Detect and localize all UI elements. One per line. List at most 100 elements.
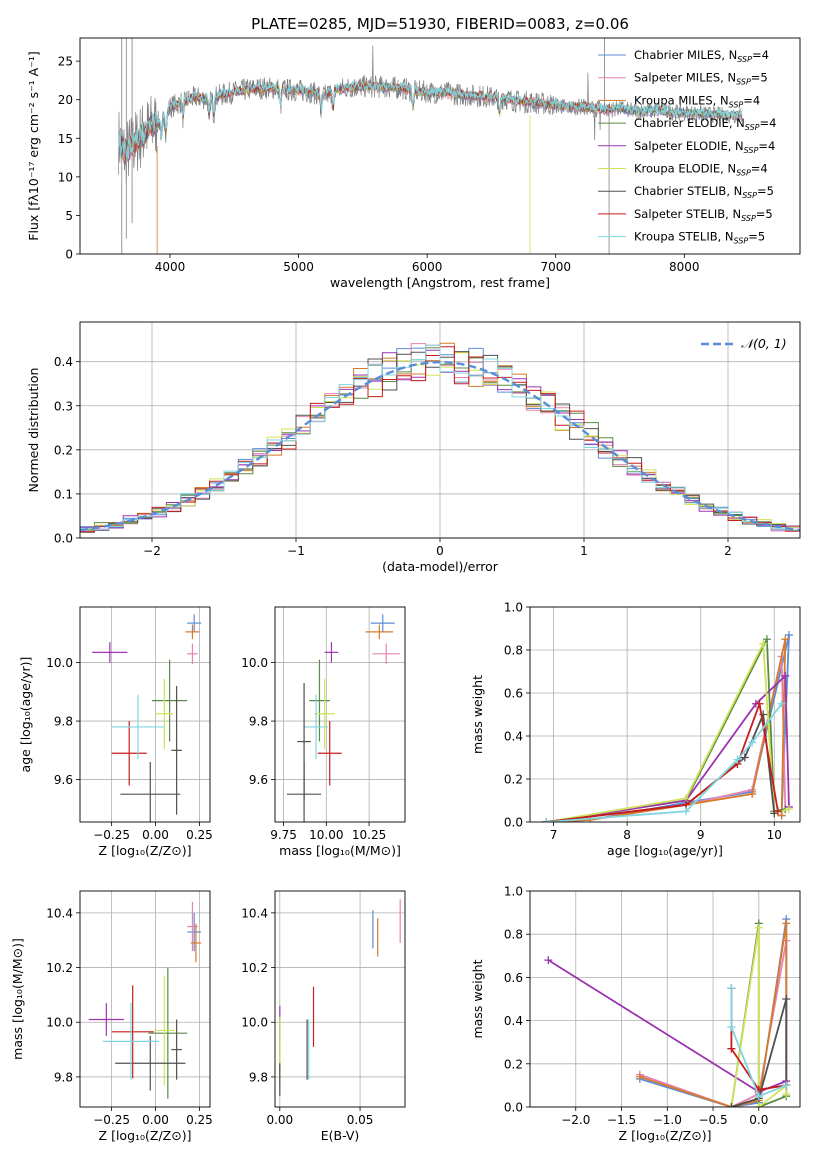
- axes-frame: [79, 321, 801, 539]
- legend-n: =4: [743, 93, 760, 107]
- mass-weight-point-4: [781, 671, 790, 680]
- y-tick-label: 9.8: [54, 715, 73, 729]
- y-tick-label: 0.6: [504, 687, 523, 701]
- legend-n: =5: [756, 207, 773, 221]
- legend-model: Salpeter MILES, N: [634, 71, 736, 85]
- x-tick-label: 1: [580, 544, 588, 558]
- panel-7: −2.0 −1.5 −1.0 −0.5 0.0 0.0 0.2 0.4 0.6 0.8 1.0 Z […: [470, 885, 801, 1143]
- y-tick-label: 10: [58, 170, 73, 184]
- x-tick-label: 0.25: [186, 1113, 213, 1127]
- legend-model: Kroupa MILES, N: [634, 93, 729, 107]
- y-axis-label: mass [log₁₀(M/M⊙)]: [10, 938, 25, 1060]
- mass-weight-point-7: [755, 699, 764, 708]
- x-tick-label: 0.25: [186, 828, 213, 842]
- mass-weight-point-5: [782, 1090, 791, 1099]
- x-tick-label: 6000: [412, 260, 443, 274]
- mass-weight-line-6: [546, 713, 776, 822]
- chart-title: PLATE=0285, MJD=51930, FIBERID=0083, z=0…: [251, 15, 629, 33]
- mass-weight-point-2: [781, 635, 790, 644]
- y-tick-label: 0.2: [54, 443, 73, 457]
- x-axis-label: Z [log₁₀(Z/Z⊙)]: [99, 1128, 192, 1143]
- mass-weight-point-7: [727, 1044, 736, 1053]
- legend-entry-7: Salpeter STELIB, NSSP=5: [634, 207, 773, 223]
- panel-2: −0.25 0.00 0.25 9.6 9.8 10.0 Z [log₁₀(Z/Z⊙)] ag…: [18, 606, 213, 858]
- y-tick-label: 9.8: [249, 1070, 268, 1084]
- legend-n: =4: [751, 162, 768, 176]
- y-tick-label: 10.0: [46, 656, 73, 670]
- y-tick-label: 0.4: [54, 355, 73, 369]
- mass-weight-point-2: [782, 919, 791, 928]
- y-tick-label: 20: [58, 93, 73, 107]
- x-tick-label: −1: [287, 544, 305, 558]
- y-tick-label: 0.2: [504, 773, 523, 787]
- x-tick-label: −1.0: [653, 1113, 682, 1127]
- x-tick-label: 9.75: [270, 828, 297, 842]
- y-tick-label: 9.8: [249, 715, 268, 729]
- mass-weight-point-6: [782, 995, 791, 1003]
- legend-sub: SSP: [734, 237, 749, 246]
- y-tick-label: 9.8: [54, 1070, 73, 1084]
- plot-area-4: [530, 607, 800, 822]
- mass-weight-point-8: [777, 699, 786, 708]
- y-tick-label: 0.4: [504, 1014, 523, 1028]
- mass-weight-line-1: [546, 655, 787, 822]
- y-tick-label: 0: [65, 248, 73, 262]
- legend-model: Kroupa ELODIE, N: [634, 162, 736, 176]
- mass-weight-line-6: [731, 998, 788, 1107]
- legend-n: =4: [760, 116, 777, 130]
- x-axis-label: age [log₁₀(age/yr)]: [607, 843, 723, 858]
- legend-entry-0: Chabrier MILES, NSSP=4: [634, 48, 769, 64]
- axes-frame: [274, 606, 406, 823]
- model-fit-line-8: [118, 79, 743, 162]
- y-tick-label: 0.1: [54, 487, 73, 501]
- x-tick-label: 2: [724, 544, 732, 558]
- y-tick-label: 25: [58, 55, 73, 69]
- x-tick-label: −0.25: [93, 828, 130, 842]
- y-tick-label: 0.8: [504, 644, 523, 658]
- mass-weight-point-5: [754, 923, 763, 932]
- x-axis-label: Z [log₁₀(Z/Z⊙)]: [99, 843, 192, 858]
- panel-4: 7 8 9 10 0.0 0.2 0.4 0.6 0.8 1.0 age [log₁₀(age/yr…: [470, 601, 801, 858]
- legend-n: =5: [748, 230, 765, 244]
- x-tick-label: 7: [550, 828, 558, 842]
- y-tick-label: 0.3: [54, 399, 73, 413]
- plot-area-0: [118, 38, 743, 254]
- axes-frame: [79, 37, 801, 255]
- x-tick-label: −0.5: [698, 1113, 727, 1127]
- mass-weight-point-5: [759, 639, 768, 648]
- plot-area-6: [275, 891, 405, 1107]
- mass-weight-point-4: [544, 956, 553, 965]
- y-axis-label: mass weight: [470, 675, 485, 754]
- x-axis-label: mass [log₁₀(M/M⊙)]: [279, 843, 401, 858]
- y-tick-label: 10.4: [241, 906, 268, 920]
- mass-weight-line-8: [730, 988, 787, 1098]
- mass-weight-line-2: [546, 638, 787, 822]
- mass-weight-point-8: [754, 1092, 763, 1101]
- legend-sub: SSP: [729, 100, 744, 109]
- axes-frame: [79, 606, 211, 823]
- x-axis-label: Z [log₁₀(Z/Z⊙)]: [619, 1128, 712, 1143]
- plot-area-1: [80, 322, 800, 538]
- y-tick-label: 9.6: [54, 773, 73, 787]
- legend-entry-5: Kroupa ELODIE, NSSP=4: [634, 162, 768, 178]
- x-tick-label: 4000: [155, 260, 186, 274]
- legend-model: Chabrier MILES, N: [634, 48, 737, 62]
- legend-model: Salpeter STELIB, N: [634, 207, 741, 221]
- y-tick-label: 10.0: [46, 1016, 73, 1030]
- y-axis-label: Normed distribution: [26, 368, 41, 493]
- x-tick-label: 5000: [283, 260, 314, 274]
- y-tick-label: 10.0: [241, 656, 268, 670]
- y-tick-label: 10.2: [46, 961, 73, 975]
- y-tick-label: 15: [58, 132, 73, 146]
- y-tick-label: 0.0: [504, 816, 523, 830]
- legend-n: =5: [751, 71, 768, 85]
- legend-entry-4: Salpeter ELODIE, NSSP=4: [634, 139, 775, 155]
- legend-n: =4: [758, 139, 775, 153]
- mass-weight-point-8: [681, 807, 690, 816]
- x-tick-label: 9: [697, 828, 705, 842]
- y-tick-label: 0.0: [504, 1101, 523, 1115]
- axes-frame: [529, 890, 801, 1108]
- legend-model: Kroupa STELIB, N: [634, 230, 734, 244]
- mass-weight-point-8: [727, 984, 736, 993]
- axes-frame: [79, 890, 211, 1108]
